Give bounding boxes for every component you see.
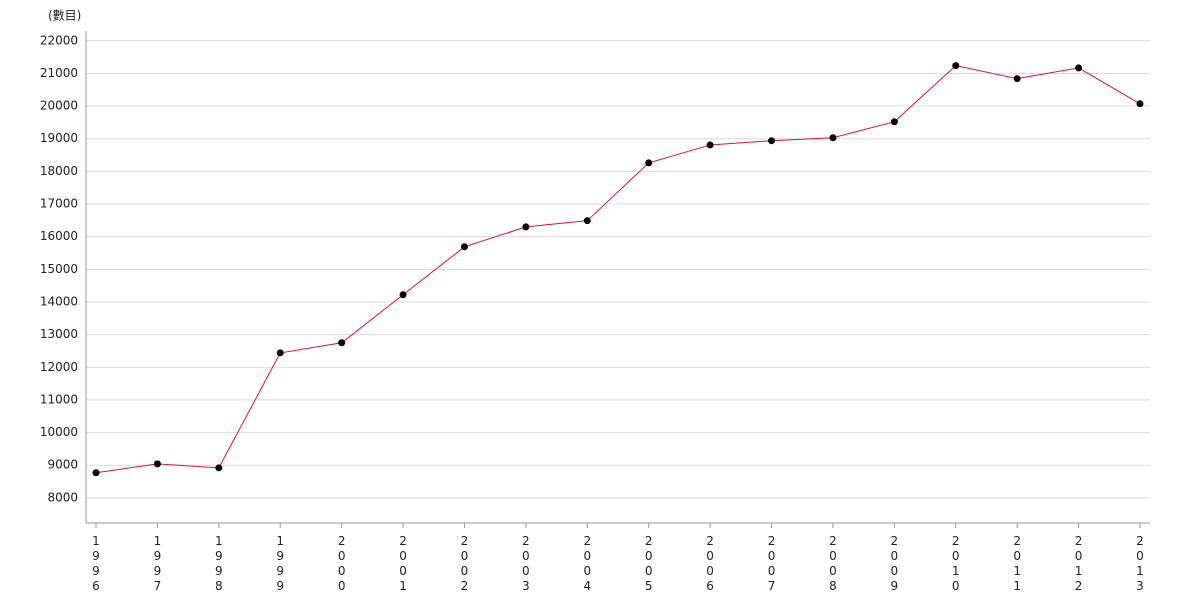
y-tick-label: 14000 <box>40 294 78 308</box>
x-tick-label: 1998 <box>212 534 226 594</box>
point <box>890 118 898 126</box>
x-tick-label: 2008 <box>826 534 840 594</box>
y-tick-label: 16000 <box>40 229 78 243</box>
x-tick-label: 2000 <box>335 534 349 594</box>
point <box>952 62 960 70</box>
point <box>1136 100 1144 108</box>
y-tick-label: 10000 <box>40 425 78 439</box>
point <box>1075 64 1083 72</box>
point <box>645 159 653 167</box>
x-tick-label: 2012 <box>1072 534 1086 594</box>
y-tick-label: 22000 <box>40 33 78 47</box>
point <box>338 339 346 347</box>
y-tick-label: 13000 <box>40 327 78 341</box>
y-tick-label: 11000 <box>40 392 78 406</box>
y-tick-label: 21000 <box>40 66 78 80</box>
point <box>1013 75 1021 83</box>
line <box>95 65 1141 474</box>
y-tick-label: 9000 <box>47 458 78 472</box>
x-tick-label: 2004 <box>580 534 594 594</box>
point <box>583 217 591 225</box>
point <box>522 223 530 231</box>
point <box>460 243 468 251</box>
x-tick-label: 1999 <box>273 534 287 594</box>
point <box>829 134 837 142</box>
x-tick-label: 2002 <box>457 534 471 594</box>
x-tick-label: 2011 <box>1010 534 1024 594</box>
point <box>153 460 161 468</box>
x-tick-label: 2010 <box>949 534 963 594</box>
point <box>92 469 100 477</box>
point <box>706 141 714 149</box>
x-tick-label: 2006 <box>703 534 717 594</box>
y-tick-label: 20000 <box>40 99 78 113</box>
y-tick-label: 17000 <box>40 197 78 211</box>
point <box>399 291 407 299</box>
y-tick-label: 19000 <box>40 131 78 145</box>
x-tick-label: 2001 <box>396 534 410 594</box>
x-tick-label: 1997 <box>150 534 164 594</box>
point <box>768 137 776 145</box>
point <box>215 464 223 472</box>
x-tick-label: 2003 <box>519 534 533 594</box>
x-tick-label: 2013 <box>1133 534 1147 594</box>
x-tick-label: 2009 <box>887 534 901 594</box>
x-tick-label: 1996 <box>89 534 103 594</box>
y-tick-label: 12000 <box>40 360 78 374</box>
y-tick-label: 8000 <box>47 490 78 504</box>
x-tick-label: 2005 <box>642 534 656 594</box>
y-tick-label: 15000 <box>40 262 78 276</box>
y-tick-label: 18000 <box>40 164 78 178</box>
y-axis-label: (數目) <box>48 9 81 23</box>
point <box>276 349 284 357</box>
x-tick-label: 2007 <box>765 534 779 594</box>
